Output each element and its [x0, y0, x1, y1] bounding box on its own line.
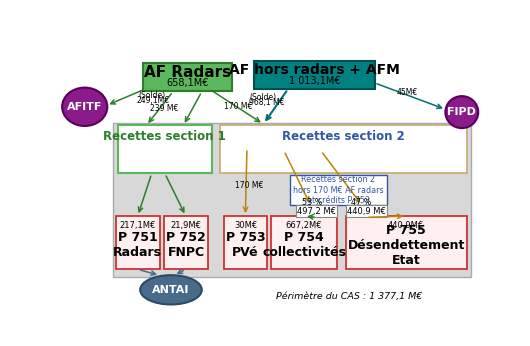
FancyBboxPatch shape [271, 216, 338, 269]
Ellipse shape [445, 96, 478, 128]
Text: 47 %: 47 % [351, 198, 372, 207]
FancyBboxPatch shape [346, 206, 387, 217]
Text: 239 M€: 239 M€ [151, 103, 179, 113]
Text: 658,1M€: 658,1M€ [166, 78, 209, 88]
Text: 170 M€: 170 M€ [224, 102, 253, 111]
Text: 440,9M€: 440,9M€ [388, 221, 425, 230]
Text: AF Radars: AF Radars [144, 65, 231, 80]
Text: 667,2M€: 667,2M€ [286, 221, 322, 230]
Text: P 751
Radars: P 751 Radars [113, 231, 162, 260]
Text: P 753
PVé: P 753 PVé [226, 231, 266, 260]
FancyBboxPatch shape [290, 175, 387, 206]
Text: FIPD: FIPD [447, 107, 476, 117]
Text: Recettes section 2: Recettes section 2 [282, 130, 405, 143]
Text: 30M€: 30M€ [234, 221, 257, 230]
Text: 1 013,1M€: 1 013,1M€ [289, 76, 340, 86]
Text: Recettes section 1: Recettes section 1 [103, 130, 226, 143]
Ellipse shape [62, 88, 107, 126]
Text: AF hors radars + AFM: AF hors radars + AFM [229, 63, 400, 77]
Text: Recettes section 2
hors 170 M€ AF radars
et crédits P 753: Recettes section 2 hors 170 M€ AF radars… [293, 175, 384, 205]
FancyBboxPatch shape [143, 64, 232, 91]
Text: 53 %: 53 % [302, 198, 322, 207]
Text: P 754
collectivités: P 754 collectivités [262, 231, 346, 260]
Text: 440,9 M€: 440,9 M€ [347, 207, 385, 216]
Text: 217,1M€: 217,1M€ [120, 221, 156, 230]
Text: 497,2 M€: 497,2 M€ [297, 207, 337, 216]
Text: Périmètre du CAS : 1 377,1 M€: Périmètre du CAS : 1 377,1 M€ [277, 292, 423, 301]
FancyBboxPatch shape [220, 126, 467, 173]
Text: ANTAI: ANTAI [152, 285, 190, 295]
Text: 249,1M€: 249,1M€ [137, 96, 170, 105]
Text: 21,9M€: 21,9M€ [171, 221, 201, 230]
Text: P 752
FNPC: P 752 FNPC [166, 231, 206, 260]
FancyBboxPatch shape [346, 216, 467, 269]
Text: (Solde): (Solde) [138, 91, 165, 100]
Text: AFITF: AFITF [67, 102, 102, 112]
Text: (Solde): (Solde) [249, 93, 276, 102]
FancyBboxPatch shape [116, 216, 160, 269]
Text: 170 M€: 170 M€ [235, 181, 263, 190]
Text: P 755
Désendettement
Etat: P 755 Désendettement Etat [348, 224, 465, 267]
Ellipse shape [140, 275, 202, 304]
Text: 968,1 M€: 968,1 M€ [249, 98, 285, 107]
Text: 45M€: 45M€ [396, 88, 418, 97]
FancyBboxPatch shape [113, 123, 471, 277]
FancyBboxPatch shape [118, 126, 212, 173]
FancyBboxPatch shape [224, 216, 267, 269]
FancyBboxPatch shape [164, 216, 208, 269]
FancyBboxPatch shape [254, 61, 375, 89]
FancyBboxPatch shape [296, 206, 338, 217]
